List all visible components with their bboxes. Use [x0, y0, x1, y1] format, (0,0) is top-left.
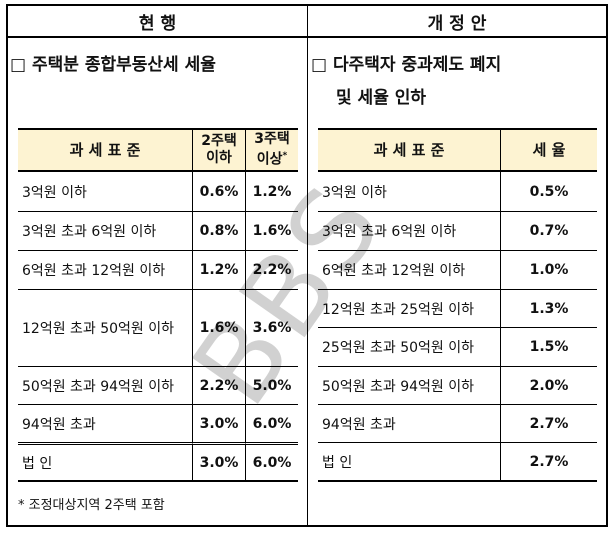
right-title: □ 다주택자 중과제도 폐지: [311, 54, 502, 75]
rate: 3.0%: [199, 415, 239, 432]
rate: 0.6%: [199, 183, 239, 200]
header-line: 2주택: [201, 133, 237, 149]
rate: 0.5%: [529, 183, 569, 200]
header-mark: *: [282, 151, 288, 162]
bracket: 3억원 이하: [22, 184, 87, 201]
bracket-cell: 법 인: [18, 442, 192, 482]
column-header: 2주택 이하: [192, 128, 245, 172]
rate-cell: 1.2%: [245, 172, 298, 211]
rate: 1.0%: [529, 262, 569, 278]
column-header: 과 세 표 준: [18, 128, 192, 172]
column-header: 과 세 표 준: [318, 128, 500, 172]
rate: 0.8%: [199, 223, 239, 239]
rate: 5.0%: [252, 377, 292, 394]
bracket-cell: 6억원 초과 12억원 이하: [18, 250, 192, 289]
bracket: 25억원 초과 50억원 이하: [322, 340, 475, 356]
rate-cell: 2.0%: [500, 366, 597, 404]
rate-cell: 0.6%: [192, 172, 245, 211]
rate: 1.2%: [199, 262, 239, 278]
bracket-cell: 법 인: [318, 442, 500, 482]
rate-cell: 0.5%: [500, 172, 597, 211]
rate: 2.7%: [529, 415, 569, 432]
rate: 1.6%: [252, 223, 292, 239]
column-header: 세 율: [500, 128, 597, 172]
rate-cell: 3.0%: [192, 404, 245, 442]
right-title: 및 세율 인하: [336, 87, 427, 108]
header-text: 과 세 표 준: [69, 140, 141, 159]
bracket: 6억원 초과 12억원 이하: [322, 263, 466, 279]
bracket-cell: 12억원 초과 50억원 이하: [18, 289, 192, 366]
rate-cell: 0.8%: [192, 211, 245, 250]
bracket-cell: 94억원 초과: [318, 404, 500, 442]
rate-cell: 1.3%: [500, 289, 597, 327]
rate: 2.2%: [252, 262, 292, 278]
rate-cell: 2.7%: [500, 442, 597, 482]
right-panel: [307, 37, 608, 527]
bracket-cell: 3억원 초과 6억원 이하: [318, 211, 500, 250]
bracket: 법 인: [22, 455, 53, 472]
bracket: 94억원 초과: [22, 416, 96, 433]
bracket-cell: 3억원 이하: [318, 172, 500, 211]
rate-cell: 1.6%: [192, 289, 245, 366]
header-line: 이하: [206, 150, 232, 166]
rate-cell: 1.2%: [192, 250, 245, 289]
rate-cell: 2.7%: [500, 404, 597, 442]
header-line: 이상*: [256, 151, 288, 168]
rate: 6.0%: [252, 415, 292, 432]
bracket: 법 인: [322, 454, 353, 471]
rate-cell: 3.6%: [245, 289, 298, 366]
rate: 2.0%: [529, 377, 569, 394]
rate-cell: 6.0%: [245, 404, 298, 442]
header-line: 3주택: [254, 131, 290, 148]
rate: 1.3%: [529, 300, 569, 317]
right-header: 개 정 안: [307, 4, 608, 38]
rate: 1.2%: [252, 183, 292, 200]
bracket: 50억원 초과 94억원 이하: [22, 378, 175, 395]
rate: 0.7%: [529, 223, 569, 239]
header-text: 세 율: [532, 140, 566, 159]
left-title: □ 주택분 종합부동산세 세율: [10, 54, 216, 75]
footnote: * 조정대상지역 2주택 포함: [18, 497, 165, 513]
rate-cell: 1.0%: [500, 250, 597, 289]
left-header: 현 행: [6, 4, 308, 38]
bracket: 12억원 초과 25억원 이하: [322, 301, 475, 318]
bracket-cell: 3억원 이하: [18, 172, 192, 211]
bracket-cell: 6억원 초과 12억원 이하: [318, 250, 500, 289]
bracket: 3억원 초과 6억원 이하: [22, 224, 157, 240]
rate-cell: 6.0%: [245, 442, 298, 482]
bracket: 12억원 초과 50억원 이하: [22, 321, 175, 337]
rate: 3.6%: [252, 320, 292, 336]
rate: 2.2%: [199, 377, 239, 394]
rate-cell: 0.7%: [500, 211, 597, 250]
rate: 3.0%: [199, 454, 239, 471]
rate: 2.7%: [529, 453, 569, 470]
rate-cell: 2.2%: [245, 250, 298, 289]
bracket: 50억원 초과 94억원 이하: [322, 378, 475, 395]
bracket-cell: 50억원 초과 94억원 이하: [18, 366, 192, 404]
bracket-cell: 50억원 초과 94억원 이하: [318, 366, 500, 404]
rate-cell: 3.0%: [192, 442, 245, 482]
rate-cell: 1.6%: [245, 211, 298, 250]
rate: 1.5%: [529, 339, 569, 355]
bracket-cell: 94억원 초과: [18, 404, 192, 442]
header-text: 과 세 표 준: [373, 140, 445, 159]
rate-cell: 2.2%: [192, 366, 245, 404]
bracket: 3억원 이하: [322, 184, 387, 201]
rate: 1.6%: [199, 320, 239, 336]
bracket: 3억원 초과 6억원 이하: [322, 224, 457, 240]
bracket-cell: 12억원 초과 25억원 이하: [318, 289, 500, 327]
rate-cell: 5.0%: [245, 366, 298, 404]
bracket-cell: 25억원 초과 50억원 이하: [318, 327, 500, 366]
bracket: 94억원 초과: [322, 416, 396, 433]
bracket: 6억원 초과 12억원 이하: [22, 263, 166, 279]
header-lines: 2주택 이하: [201, 133, 237, 167]
rate: 6.0%: [252, 454, 292, 471]
rate-cell: 1.5%: [500, 327, 597, 366]
bracket-cell: 3억원 초과 6억원 이하: [18, 211, 192, 250]
